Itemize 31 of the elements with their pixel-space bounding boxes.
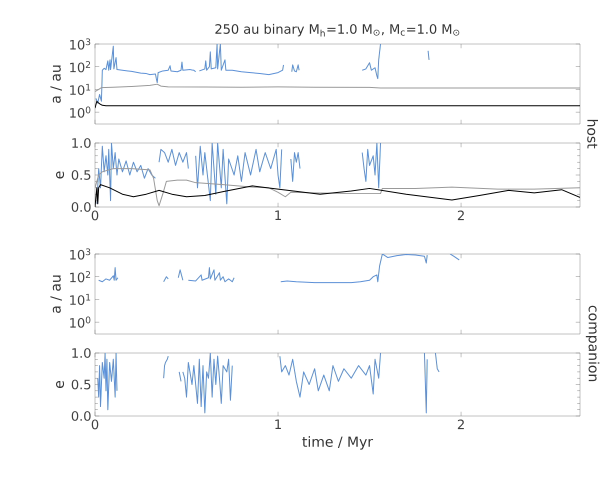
x-tick-label: 1: [275, 420, 281, 429]
line-series: [95, 100, 580, 109]
y-tick-label: 10$^{2}$: [70, 271, 90, 282]
y-tick-label: 10$^{0}$: [70, 316, 90, 328]
y-tick-label: 0.0: [72, 411, 91, 421]
y-axis-title: a / au: [50, 276, 62, 313]
x-tick-label: 0: [92, 420, 98, 430]
y-axis-title: e: [56, 380, 64, 388]
y-tick-label: 10$^{3}$: [70, 248, 90, 260]
x-tick-label: 0: [92, 210, 98, 220]
x-axis-title: time / Myr: [302, 436, 374, 450]
text: companion: [586, 306, 600, 382]
chart-title: 250 au binary M$_{h}$=1.0 M$_{⊙}$, M$_{c}$=1.0 M$_{⊙}$: [215, 24, 460, 37]
x-tick-label: 1: [275, 210, 281, 220]
y-tick-label: 10$^{1}$: [70, 294, 90, 305]
x-tick-label: 2: [458, 210, 464, 220]
y-tick-label: 10$^{2}$: [70, 61, 90, 72]
y-tick-label: 1.0: [72, 138, 91, 148]
y-tick-label: 0.5: [72, 380, 90, 390]
x-tick-label: 2: [458, 420, 464, 430]
line-series: [95, 184, 580, 208]
y-tick-label: 10$^{0}$: [70, 106, 90, 118]
text: host: [587, 120, 598, 148]
y-tick-label: 10$^{3}$: [70, 38, 90, 50]
y-tick-label: 0.0: [72, 202, 91, 212]
y-axis-title: a / au: [50, 66, 62, 103]
line-series: [95, 168, 580, 206]
y-tick-label: 1.0: [72, 348, 91, 358]
y-axis-title: e: [56, 171, 64, 179]
y-tick-label: 0.5: [72, 170, 90, 180]
y-tick-label: 10$^{1}$: [70, 84, 90, 95]
